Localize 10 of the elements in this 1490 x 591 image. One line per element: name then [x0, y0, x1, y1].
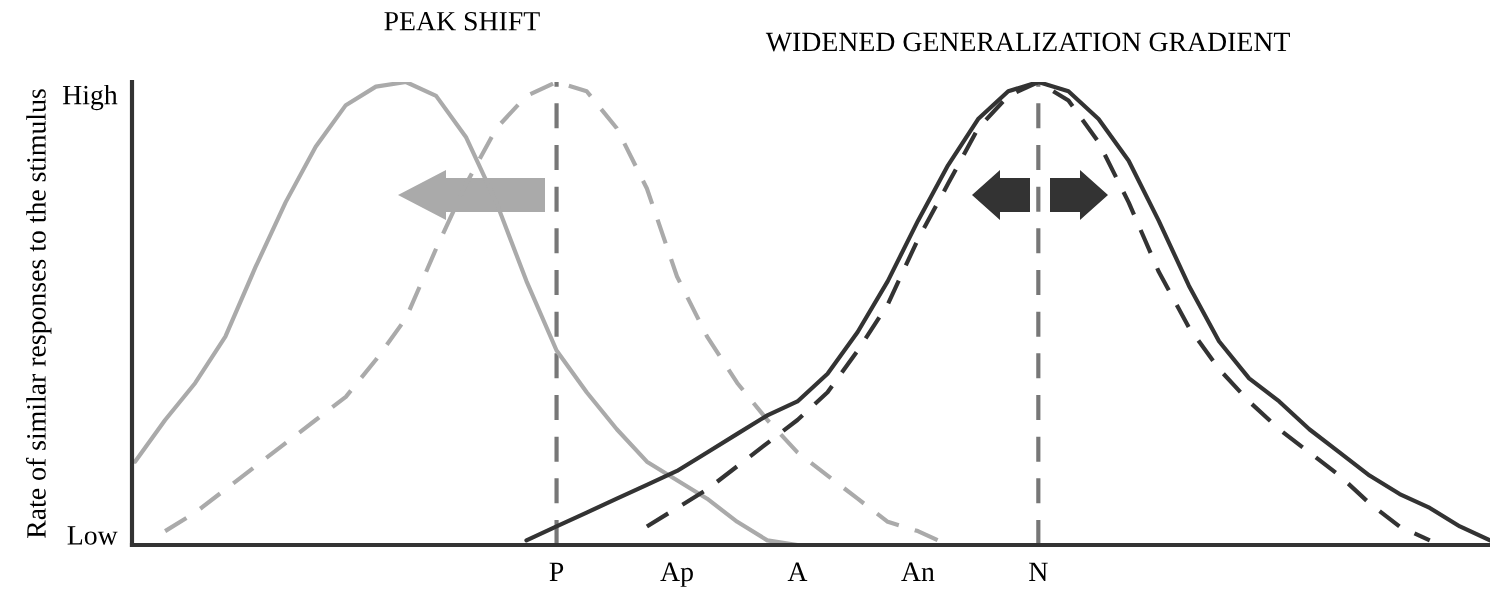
- x-tick-label: N: [1029, 562, 1048, 581]
- text: PEAK SHIFT: [384, 11, 540, 31]
- y-axis-title: Rate of similar responses to the stimulus: [25, 89, 52, 538]
- text: WIDENED GENERALIZATION GRADIENT: [765, 32, 1290, 52]
- x-tick-label: A: [787, 562, 808, 581]
- x-tick-label: P: [549, 562, 564, 581]
- text: Low: [67, 526, 118, 545]
- x-tick-label: An: [901, 562, 935, 581]
- text: High: [62, 84, 118, 111]
- x-tick-label: Ap: [660, 562, 693, 587]
